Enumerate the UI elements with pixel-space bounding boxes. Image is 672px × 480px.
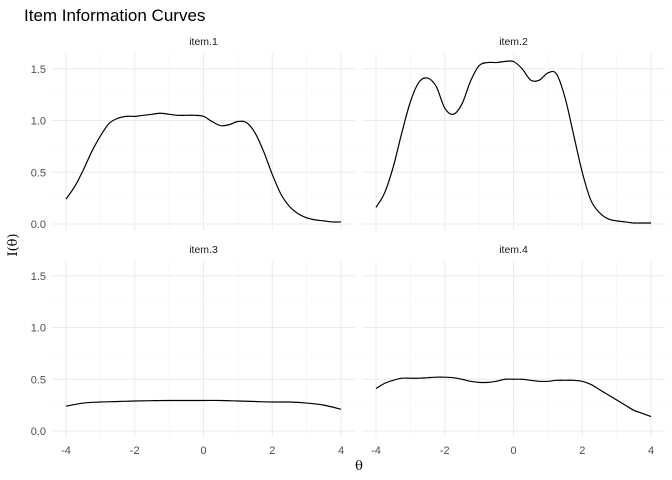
y-tick-label: 0.5: [31, 167, 46, 179]
facet-panel-item-3: item.3 0.0 0.5 1.0 1.5 -4 -2 0 2 4: [31, 244, 355, 457]
x-tick-label: -4: [61, 445, 71, 457]
x-tick-label: 0: [510, 445, 516, 457]
series-line-item-2: [375, 60, 651, 224]
facet-panel-item-4: item.4 -4 -2 0 2 4: [362, 244, 665, 457]
y-tick-label: 1.5: [31, 271, 46, 283]
x-tick-label: 2: [579, 445, 585, 457]
series-line-item-3: [65, 399, 342, 410]
x-tick-label: -2: [130, 445, 140, 457]
x-tick-label: 4: [338, 445, 344, 457]
facet-panels: item.1 0.0 0.5 1.0 1.5 item.2 item.3 0.0 0.5 1.0 1…: [31, 36, 665, 457]
y-tick-label: 1.0: [31, 116, 46, 128]
facet-strip-label: item.1: [189, 36, 218, 48]
chart-title: Item Information Curves: [24, 6, 205, 25]
facet-strip-label: item.2: [499, 36, 528, 48]
x-tick-label: 4: [648, 445, 654, 457]
y-tick-label: 0.0: [31, 219, 46, 231]
x-axis-title: θ: [355, 459, 363, 474]
facet-strip-label: item.4: [499, 244, 528, 256]
facet-panel-item-1: item.1 0.0 0.5 1.0 1.5: [31, 36, 355, 231]
x-tick-label: 2: [269, 445, 275, 457]
y-tick-label: 1.5: [31, 64, 46, 76]
x-tick-label: -4: [371, 445, 381, 457]
series-line-item-4: [375, 376, 652, 418]
y-tick-label: 0.5: [31, 374, 46, 386]
facet-strip-label: item.3: [189, 244, 218, 256]
y-tick-label: 1.0: [31, 323, 46, 335]
x-tick-label: 0: [200, 445, 206, 457]
y-tick-label: 0.0: [31, 426, 46, 438]
facet-panel-item-2: item.2: [362, 36, 665, 230]
series-line-item-1: [65, 112, 342, 223]
y-axis-title: I(θ): [6, 233, 21, 256]
x-tick-label: -2: [440, 445, 450, 457]
